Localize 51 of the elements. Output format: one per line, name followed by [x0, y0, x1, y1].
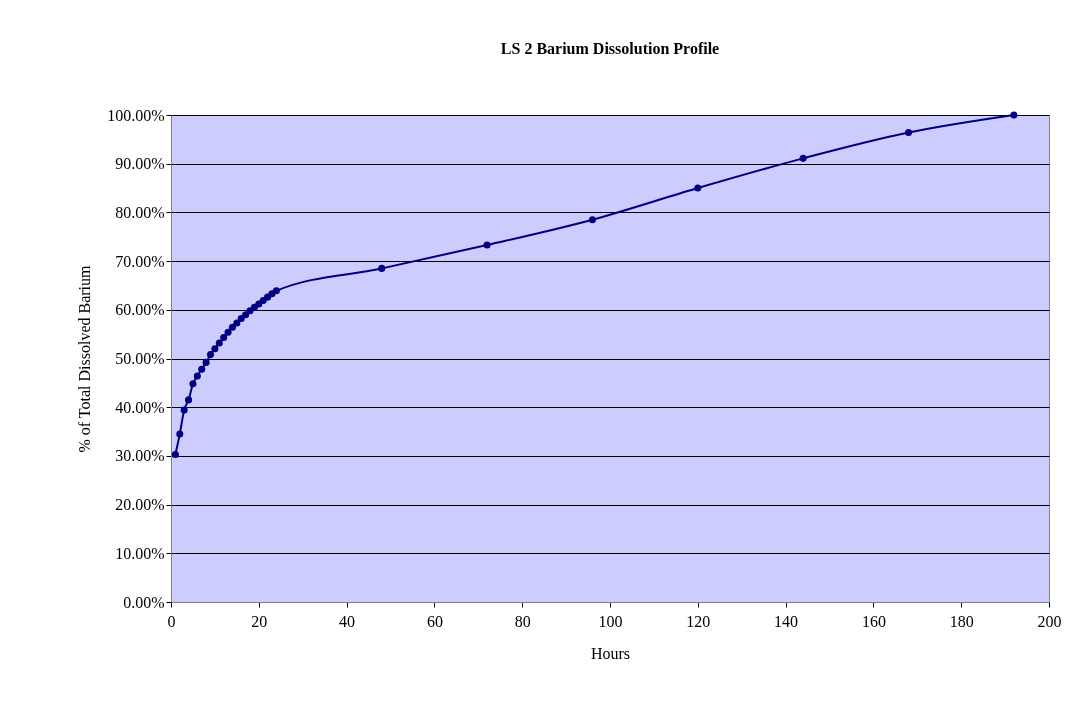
y-tick-label: 100.00%	[107, 106, 165, 124]
point	[224, 328, 232, 336]
point	[799, 154, 807, 162]
point	[228, 323, 236, 331]
point	[176, 430, 184, 438]
point	[220, 334, 228, 342]
x-tick-label: 0	[167, 612, 176, 630]
y-tick-label: 50.00%	[115, 350, 165, 367]
point	[202, 358, 210, 366]
point	[378, 264, 386, 272]
y-tick-label: 20.00%	[115, 496, 165, 514]
point	[904, 129, 913, 137]
x-tick-label: 120	[686, 612, 711, 630]
y-tick-label: 40.00%	[115, 398, 165, 416]
x-tick-label: 100	[598, 612, 623, 630]
point	[185, 396, 193, 404]
point	[233, 319, 241, 327]
point	[272, 287, 280, 295]
x-tick-label: 40	[339, 612, 356, 630]
y-tick-label: 30.00%	[115, 447, 165, 465]
point	[171, 450, 179, 458]
point	[198, 365, 206, 373]
point	[206, 351, 215, 359]
y-axis-title: % of Total Dissolved Barium	[76, 264, 94, 453]
point	[264, 293, 272, 301]
y-tick-label: 10.00%	[115, 544, 165, 562]
x-tick-label: 200	[1037, 612, 1062, 630]
y-tick-label: 80.00%	[115, 203, 165, 221]
point	[483, 241, 491, 249]
point	[1010, 111, 1018, 119]
x-tick-label: 60	[426, 612, 443, 630]
x-tick-label: 160	[861, 612, 886, 630]
y-tick-label: 60.00%	[115, 301, 165, 319]
point	[189, 380, 197, 388]
point	[694, 184, 702, 192]
point	[215, 339, 223, 347]
x-tick-label: 140	[774, 612, 799, 630]
chart-title: LS 2 Barium Dissolution Profile	[500, 40, 720, 57]
x-axis-title: Hours	[590, 644, 631, 662]
y-tick-label: 90.00%	[115, 155, 165, 173]
point	[588, 216, 596, 224]
point	[242, 311, 250, 319]
y-tick-label: 70.00%	[115, 252, 165, 270]
x-tick-label: 20	[251, 612, 268, 630]
point	[211, 345, 219, 353]
x-tick-label: 80	[514, 612, 531, 630]
point	[193, 372, 201, 380]
x-tick-label: 180	[949, 612, 974, 630]
point	[180, 406, 188, 414]
y-tick-label: 0.00%	[123, 593, 165, 611]
point	[237, 315, 245, 323]
